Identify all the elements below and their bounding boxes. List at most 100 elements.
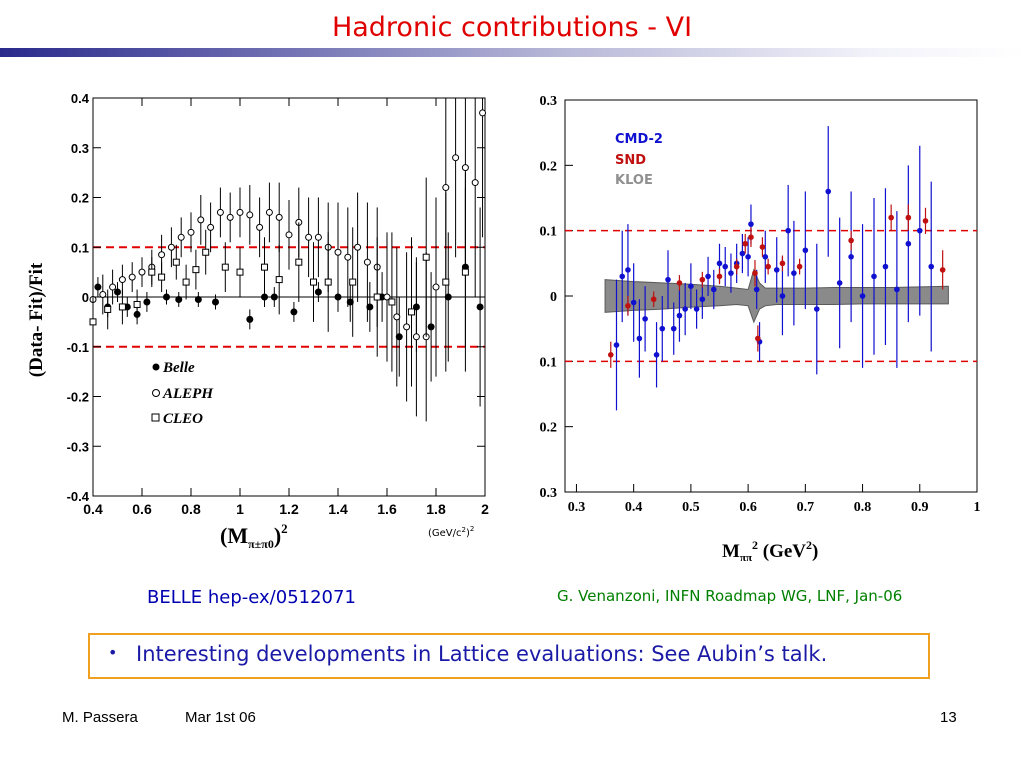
right-x-ticks: 0.3 0.4 0.5 0.6 0.7 0.8 0.9 1 bbox=[568, 484, 981, 515]
left-point-belle bbox=[175, 292, 183, 307]
left-point-cleo bbox=[275, 244, 283, 315]
left-x-tick-label: 1.2 bbox=[279, 501, 299, 517]
left-point-cleo bbox=[461, 172, 469, 372]
left-point-cleo bbox=[202, 229, 210, 275]
right-point-cmd2 bbox=[791, 220, 797, 326]
left-xunit: (GeV/c bbox=[428, 528, 462, 539]
left-point-cleo bbox=[373, 237, 381, 357]
left-point-aleph bbox=[246, 185, 254, 245]
left-point-belle bbox=[246, 309, 254, 330]
left-point-aleph bbox=[334, 202, 342, 302]
left-point-cleo bbox=[236, 247, 244, 297]
right-point-cmd2 bbox=[753, 269, 760, 310]
left-point-cleo bbox=[148, 257, 156, 288]
right-point-snd bbox=[765, 258, 771, 275]
left-point-cleo bbox=[182, 264, 190, 300]
left-point-cleo bbox=[192, 249, 200, 290]
legend-snd-label: SND bbox=[615, 153, 646, 168]
right-point-cmd2 bbox=[705, 256, 711, 296]
left-point-aleph bbox=[275, 182, 283, 253]
right-xlabel-unit-tail: ) bbox=[812, 541, 818, 562]
page-number: 13 bbox=[940, 709, 957, 726]
left-point-belle bbox=[94, 277, 102, 297]
right-xlabel-exp: 2 bbox=[752, 538, 758, 552]
right-point-snd bbox=[650, 291, 657, 308]
right-point-cmd2 bbox=[728, 253, 734, 293]
left-x-tick-label: 1.4 bbox=[328, 501, 348, 517]
left-point-cleo bbox=[158, 262, 166, 293]
left-xlabel-main: (M bbox=[220, 523, 248, 548]
left-point-belle bbox=[114, 282, 121, 302]
right-point-cmd2 bbox=[882, 188, 889, 345]
right-point-cmd2 bbox=[710, 269, 717, 310]
left-point-aleph bbox=[314, 197, 322, 278]
left-point-cleo bbox=[118, 289, 126, 325]
left-point-aleph bbox=[138, 257, 146, 288]
caption-belle: BELLE hep-ex/0512071 bbox=[147, 587, 356, 608]
right-y-ticks: 0.3 0.2 0.1 0 0.1 0.2 0.3 bbox=[540, 94, 573, 501]
right-xlabel-sub: ππ bbox=[740, 552, 752, 564]
left-point-aleph bbox=[383, 232, 391, 362]
left-x-tick-label: 1.8 bbox=[426, 501, 446, 517]
left-point-cleo bbox=[89, 297, 97, 347]
left-y-tick-label: -0.3 bbox=[67, 439, 89, 454]
left-point-aleph bbox=[452, 98, 460, 258]
right-point-snd bbox=[922, 207, 929, 234]
left-point-cleo bbox=[388, 232, 396, 372]
left-y-tick-label: -0.4 bbox=[67, 489, 90, 504]
left-y-axis-label: (Data- Fit)/Fit bbox=[26, 262, 47, 377]
left-point-aleph bbox=[471, 98, 479, 297]
left-point-aleph bbox=[393, 247, 401, 387]
left-y-ticks: 0.4 0.3 0.2 0.1 0 -0.1 -0.2 -0.3 -0.4 bbox=[67, 91, 485, 504]
right-point-cmd2 bbox=[785, 184, 791, 277]
right-point-cmd2 bbox=[613, 279, 620, 411]
svg-text:(GeV/c2)2: (GeV/c2)2 bbox=[428, 525, 474, 539]
left-point-aleph bbox=[432, 197, 440, 377]
right-x-tick-label: 1 bbox=[974, 500, 981, 515]
left-point-cleo bbox=[172, 244, 180, 280]
left-point-aleph bbox=[479, 98, 487, 238]
right-xlabel-unit-exp: 2 bbox=[806, 538, 812, 552]
right-point-snd bbox=[752, 260, 758, 287]
right-point-snd bbox=[755, 325, 761, 352]
right-point-snd bbox=[779, 255, 786, 272]
right-xlabel-main: M bbox=[722, 541, 740, 562]
right-point-snd bbox=[625, 296, 631, 316]
right-point-snd bbox=[742, 233, 749, 254]
legend-cmd2-label: CMD-2 bbox=[615, 132, 663, 147]
right-point-snd bbox=[607, 341, 614, 368]
right-point-cmd2 bbox=[688, 263, 694, 310]
right-xlabel-unit: (GeV bbox=[758, 541, 806, 562]
right-point-cmd2 bbox=[762, 230, 769, 283]
right-y-tick-label: 0 bbox=[550, 290, 557, 305]
right-point-cmd2 bbox=[773, 237, 780, 303]
left-point-aleph bbox=[412, 257, 420, 417]
right-point-cmd2 bbox=[659, 296, 666, 362]
left-point-belle bbox=[163, 289, 170, 305]
right-y-tick-label: 0.3 bbox=[540, 94, 558, 109]
right-point-snd bbox=[939, 250, 946, 290]
left-point-aleph bbox=[216, 187, 224, 238]
legend-aleph-marker bbox=[152, 389, 160, 397]
left-point-aleph bbox=[363, 202, 371, 322]
right-point-cmd2 bbox=[682, 282, 688, 336]
left-point-aleph bbox=[226, 192, 234, 243]
right-point-cmd2 bbox=[670, 302, 677, 355]
left-point-cleo bbox=[133, 289, 141, 320]
left-point-aleph bbox=[344, 207, 352, 307]
belle-chart: (Data- Fit)/Fit 0.4 0.3 0.2 0.1 0 -0.1 -0.2 -0.… bbox=[26, 91, 489, 551]
right-x-tick-label: 0.9 bbox=[911, 500, 929, 515]
left-point-aleph bbox=[256, 197, 264, 258]
right-point-snd bbox=[759, 237, 766, 257]
right-point-cmd2 bbox=[636, 299, 643, 378]
right-point-cmd2 bbox=[802, 191, 809, 310]
right-point-cmd2 bbox=[676, 289, 683, 342]
left-point-cleo bbox=[221, 242, 229, 293]
right-point-snd bbox=[748, 227, 754, 247]
right-point-snd bbox=[848, 230, 854, 251]
right-point-cmd2 bbox=[722, 247, 729, 287]
slide-title: Hadronic contributions - VI bbox=[331, 12, 693, 43]
left-point-belle bbox=[476, 207, 484, 407]
left-point-aleph bbox=[354, 192, 362, 302]
left-point-cleo bbox=[349, 227, 357, 337]
